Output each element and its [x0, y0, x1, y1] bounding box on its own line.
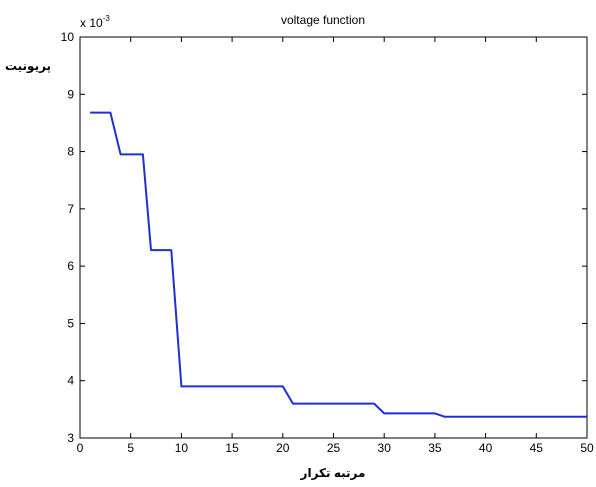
y-tick-label: 3	[67, 431, 74, 445]
x-tick-label: 35	[428, 441, 442, 455]
y-axis-multiplier: x 10-3	[80, 14, 110, 30]
y-tick-label: 9	[67, 87, 74, 101]
x-tick-label: 5	[127, 441, 134, 455]
y-tick-label: 7	[67, 202, 74, 216]
x-tick-label: 40	[479, 441, 493, 455]
x-axis-label: مرتبه تکرار	[300, 466, 366, 480]
x-tick-label: 45	[530, 441, 544, 455]
y-tick-label: 6	[67, 259, 74, 273]
y-tick-label: 8	[67, 145, 74, 159]
x-tick-label: 15	[225, 441, 239, 455]
y-ticks: 3 4 5 6 7 8 9 10	[61, 30, 587, 445]
x-tick-label: 25	[327, 441, 341, 455]
series-group	[90, 111, 588, 418]
x-tick-label: 50	[580, 441, 594, 455]
y-tick-label: 10	[61, 30, 75, 44]
x-ticks: 0 5 10 15 20 25 30 35 40 45 50	[77, 37, 594, 455]
y-multiplier-base: x 10	[80, 16, 103, 30]
series-line	[90, 111, 587, 418]
x-tick-label: 10	[175, 441, 189, 455]
chart-title: voltage function	[281, 13, 365, 27]
y-axis-label: پریونیت	[5, 59, 51, 74]
x-tick-label: 30	[378, 441, 392, 455]
y-tick-label: 5	[67, 316, 74, 330]
y-tick-label: 4	[67, 374, 74, 388]
y-multiplier-exp: -3	[103, 14, 111, 23]
x-tick-label: 20	[276, 441, 290, 455]
x-tick-label: 0	[77, 441, 84, 455]
